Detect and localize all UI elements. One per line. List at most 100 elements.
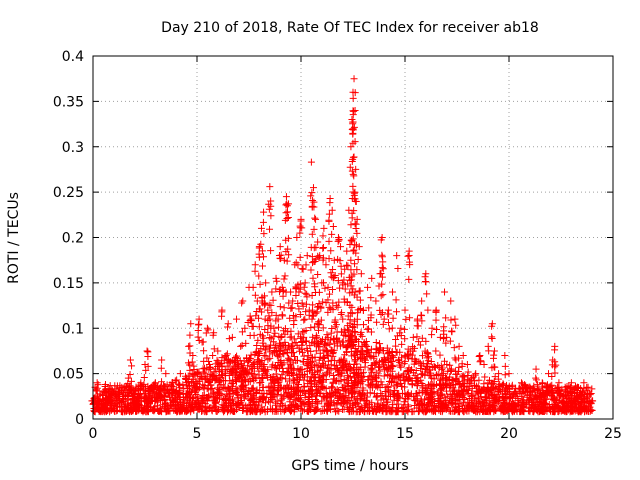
data-point — [359, 306, 367, 314]
spike-point — [194, 333, 202, 341]
spike-point — [552, 361, 560, 369]
background-point — [220, 408, 228, 416]
spike-point — [357, 394, 365, 402]
background-point — [294, 404, 302, 412]
data-point — [364, 283, 372, 291]
data-point — [314, 238, 322, 246]
spike-point — [354, 256, 362, 264]
spike-point — [363, 325, 371, 333]
background-point — [178, 405, 186, 413]
spike-point — [471, 381, 479, 389]
spike-point — [266, 354, 274, 362]
spike-point — [442, 314, 450, 322]
spike-point — [347, 309, 355, 317]
spike-point — [279, 287, 287, 295]
spike-point — [355, 342, 363, 350]
background-point — [235, 398, 243, 406]
spike-point — [436, 351, 444, 359]
spike-point — [185, 388, 193, 396]
spike-point — [464, 389, 472, 397]
background-point — [333, 407, 341, 415]
spike-point — [371, 359, 379, 367]
chart-title: Day 210 of 2018, Rate Of TEC Index for r… — [161, 20, 539, 36]
spike-point — [300, 283, 308, 291]
spike-point — [349, 129, 357, 137]
spike-point — [580, 385, 588, 393]
spike-point — [377, 292, 385, 300]
spike-point — [248, 317, 256, 325]
y-axis-label: ROTI / TECUs — [6, 192, 22, 284]
spike-point — [316, 366, 324, 374]
spike-point — [184, 372, 192, 380]
data-point — [301, 279, 309, 287]
spike-point — [408, 380, 416, 388]
spike-point — [319, 256, 327, 264]
background-point — [147, 403, 155, 411]
background-point — [299, 348, 307, 356]
spike-point — [214, 358, 222, 366]
background-point — [169, 397, 177, 405]
data-point — [276, 243, 284, 251]
data-point — [309, 184, 317, 192]
background-point — [486, 407, 494, 415]
background-point — [258, 406, 266, 414]
data-point — [147, 383, 155, 391]
background-point — [318, 397, 326, 405]
data-point — [185, 342, 193, 350]
spike-point — [378, 280, 386, 288]
spike-point — [353, 315, 361, 323]
spike-point — [319, 324, 327, 332]
spike-point — [376, 340, 384, 348]
spike-point — [324, 351, 332, 359]
spike-point — [284, 213, 292, 221]
spike-point — [142, 384, 150, 392]
spike-point — [404, 345, 412, 353]
background-point — [282, 375, 290, 383]
spike-point — [152, 396, 160, 404]
spike-point — [442, 339, 450, 347]
spike-point — [555, 397, 563, 405]
spike-point — [299, 328, 307, 336]
spike-point — [255, 323, 263, 331]
data-point — [551, 342, 559, 350]
spike-point — [347, 266, 355, 274]
spike-point — [267, 301, 275, 309]
spike-point — [377, 270, 385, 278]
background-point — [389, 407, 397, 415]
background-point — [469, 391, 477, 399]
data-point — [274, 315, 282, 323]
spike-point — [354, 370, 362, 378]
spike-point — [377, 311, 385, 319]
background-point — [140, 406, 148, 414]
background-point — [233, 402, 241, 410]
spike-point — [367, 328, 375, 336]
spike-point — [218, 368, 226, 376]
spike-point — [353, 293, 361, 301]
background-point — [211, 402, 219, 410]
background-point — [341, 381, 349, 389]
background-point — [388, 361, 396, 369]
background-point — [133, 407, 141, 415]
spike-point — [315, 288, 323, 296]
data-point — [168, 379, 176, 387]
spike-point — [350, 153, 358, 161]
spike-point — [264, 328, 272, 336]
spike-point — [319, 298, 327, 306]
background-point — [226, 386, 234, 394]
background-point — [425, 398, 433, 406]
data-point — [251, 261, 259, 269]
spike-point — [260, 253, 268, 261]
spike-point — [227, 379, 235, 387]
spike-point — [250, 358, 258, 366]
spike-point — [90, 394, 98, 402]
background-point — [286, 406, 294, 414]
spike-point — [385, 325, 393, 333]
spike-point — [573, 386, 581, 394]
spike-point — [275, 351, 283, 359]
spike-point — [418, 317, 426, 325]
spike-point — [186, 393, 194, 401]
spike-point — [551, 369, 559, 377]
spike-point — [259, 396, 267, 404]
spike-point — [304, 395, 312, 403]
spike-point — [432, 316, 440, 324]
